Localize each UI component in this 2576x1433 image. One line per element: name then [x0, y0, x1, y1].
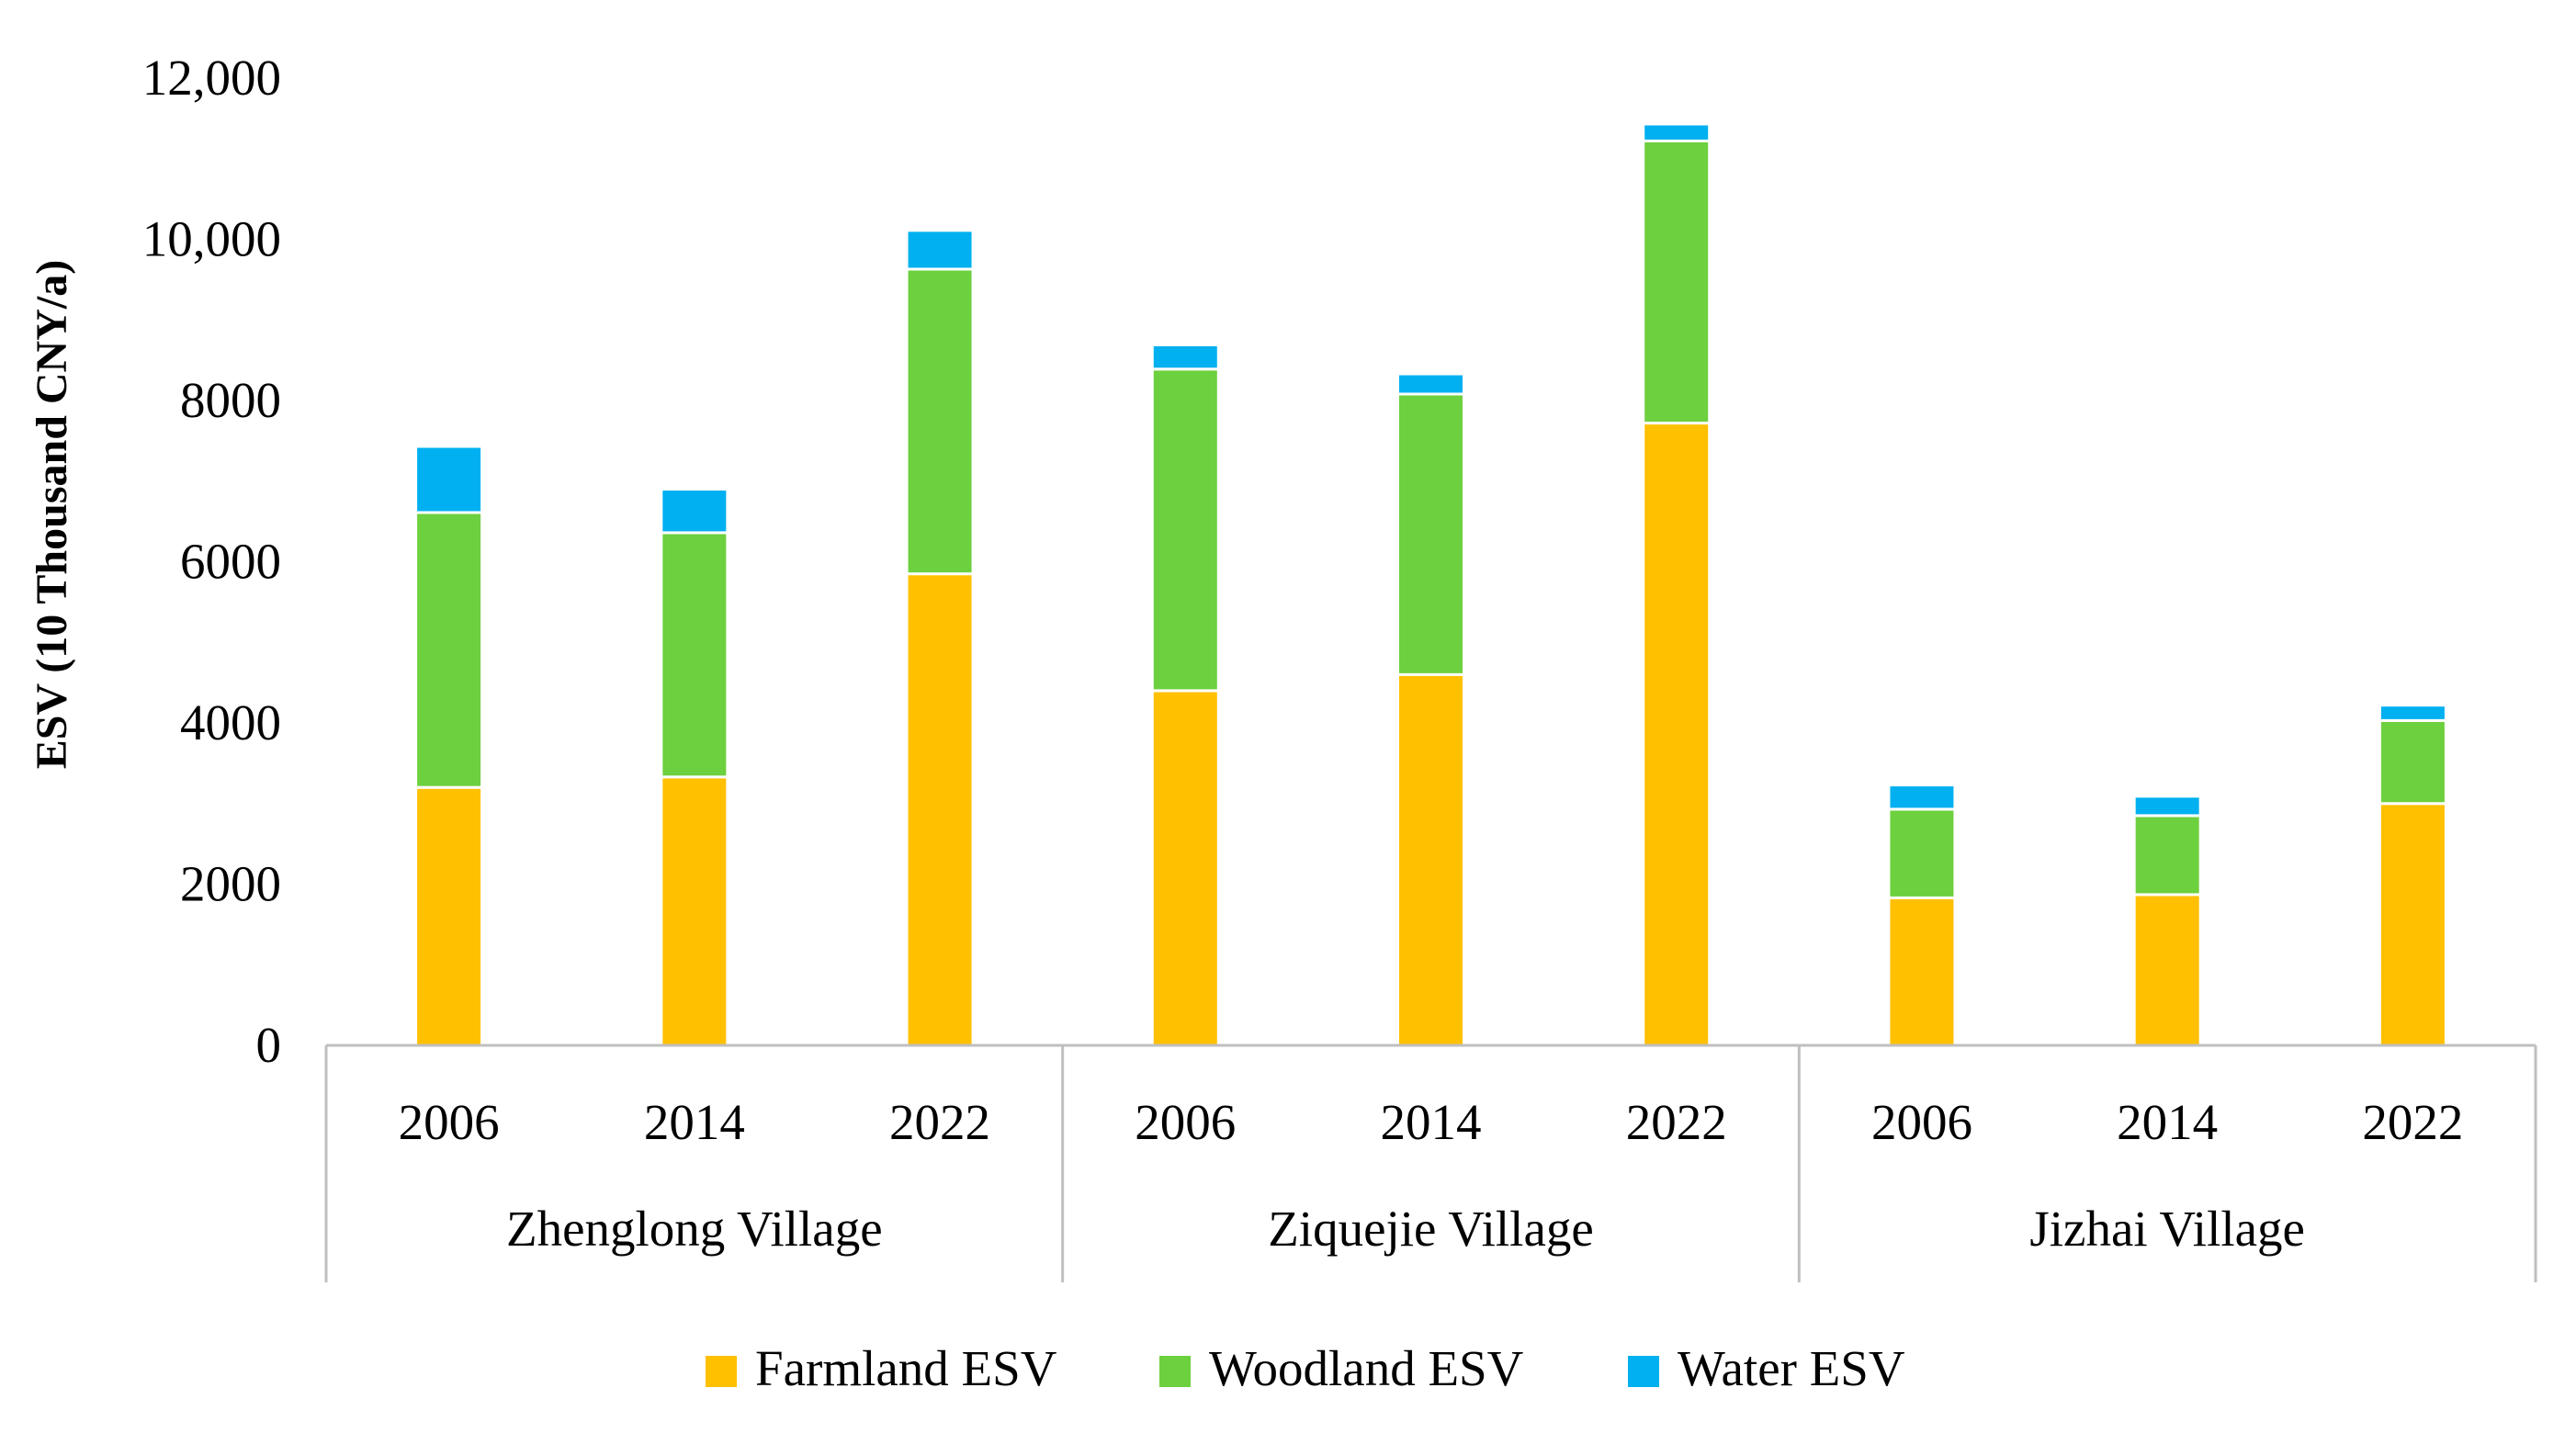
bar-segment-water-esv	[1642, 122, 1712, 142]
y-tick-label: 2000	[180, 856, 281, 912]
bar-segment-farmland-esv	[905, 572, 975, 1047]
x-tick-label: 2006	[399, 1094, 500, 1150]
y-axis-ticks: 0 2000 4000 6000 8000 10,000 12,000	[142, 50, 281, 1073]
y-tick-label: 10,000	[142, 211, 281, 267]
bar-segment-woodland-esv	[660, 531, 729, 779]
x-tick-label: 2022	[2362, 1094, 2463, 1150]
x-tick-label: 2022	[1626, 1094, 1727, 1150]
bar-segment-farmland-esv	[1396, 672, 1465, 1047]
y-tick-label: 6000	[180, 534, 281, 590]
bar-segment-farmland-esv	[414, 785, 484, 1047]
legend-label-woodland: Woodland ESV	[1209, 1340, 1524, 1396]
bar-segment-woodland-esv	[1887, 807, 1957, 899]
bar-segment-farmland-esv	[2378, 802, 2447, 1047]
category-axis: 2006 2014 2022 2006 2014 2022 2006 2014 2022Zhen…	[324, 1044, 2537, 1282]
x-tick-label: 2014	[644, 1094, 745, 1150]
bar-segment-farmland-esv	[660, 775, 729, 1047]
bar-segment-farmland-esv	[1642, 422, 1712, 1047]
y-tick-label: 0	[256, 1017, 282, 1073]
bar-stacks	[414, 122, 2447, 1047]
legend-label-water: Water ESV	[1678, 1340, 1905, 1396]
bar-segment-water-esv	[1150, 343, 1220, 371]
x-tick-label: 2022	[889, 1094, 990, 1150]
legend-swatch-water	[1628, 1356, 1659, 1387]
bar-segment-water-esv	[660, 488, 729, 535]
group-label: Jizhai Village	[2029, 1201, 2305, 1257]
bar-segment-water-esv	[2378, 704, 2447, 722]
bar-segment-water-esv	[2132, 795, 2202, 818]
y-tick-label: 12,000	[142, 50, 281, 106]
bar-segment-farmland-esv	[1887, 896, 1957, 1047]
x-tick-label: 2014	[1381, 1094, 1482, 1150]
bar-segment-water-esv	[1887, 784, 1957, 811]
x-tick-label: 2006	[1871, 1094, 1972, 1150]
bar-segment-water-esv	[1396, 372, 1465, 396]
legend: Farmland ESV Woodland ESV Water ESV	[706, 1340, 1905, 1396]
x-tick-label: 2014	[2117, 1094, 2218, 1150]
bar-segment-woodland-esv	[1642, 139, 1712, 425]
bar-segment-woodland-esv	[2132, 814, 2202, 897]
legend-swatch-farmland	[706, 1356, 737, 1387]
y-tick-label: 8000	[180, 372, 281, 428]
legend-swatch-woodland	[1159, 1356, 1191, 1387]
x-tick-label: 2006	[1135, 1094, 1236, 1150]
y-tick-label: 4000	[180, 694, 281, 750]
bar-segment-woodland-esv	[1150, 367, 1220, 693]
bar-segment-woodland-esv	[2378, 718, 2447, 806]
bar-segment-farmland-esv	[1150, 689, 1220, 1047]
group-label: Ziquejie Village	[1268, 1201, 1594, 1257]
bar-segment-woodland-esv	[414, 511, 484, 789]
legend-label-farmland: Farmland ESV	[755, 1340, 1057, 1396]
y-axis-label: ESV (10 Thousand CNY/a)	[28, 260, 76, 769]
bar-segment-farmland-esv	[2132, 893, 2202, 1047]
bar-segment-woodland-esv	[905, 267, 975, 576]
bar-segment-woodland-esv	[1396, 392, 1465, 676]
bar-segment-water-esv	[905, 229, 975, 271]
group-label: Zhenglong Village	[506, 1201, 883, 1257]
bar-segment-water-esv	[414, 445, 484, 514]
